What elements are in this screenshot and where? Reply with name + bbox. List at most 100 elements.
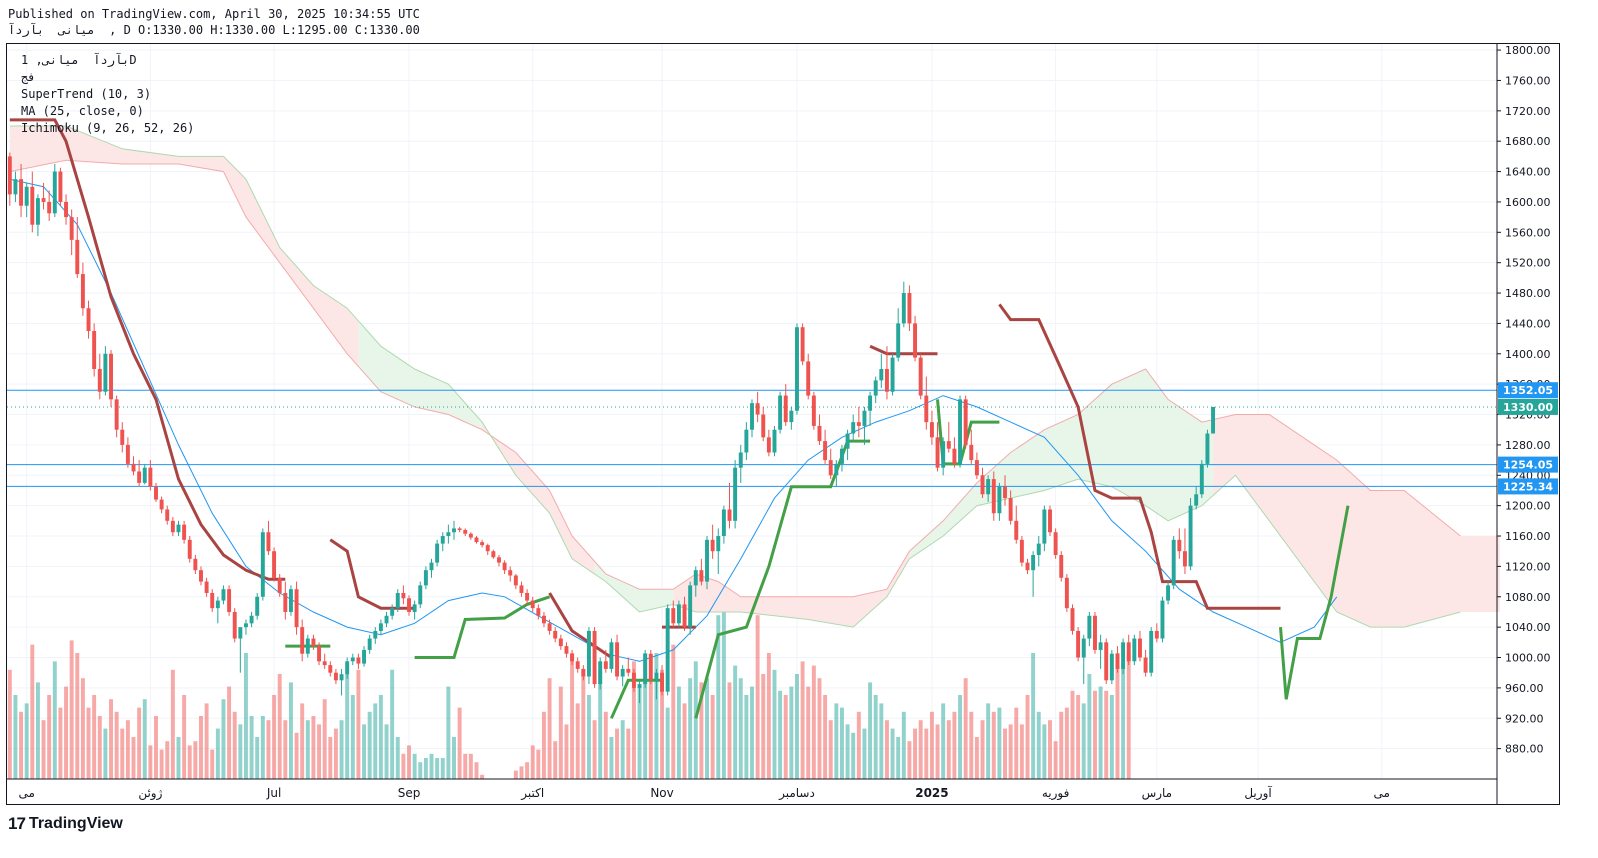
- candle-body: [553, 630, 558, 639]
- volume-bar: [362, 724, 367, 779]
- candle-body: [52, 171, 57, 214]
- y-tick-label: 1560.00: [1505, 226, 1551, 239]
- volume-bar: [575, 703, 580, 779]
- candle-body: [232, 611, 237, 639]
- candle-body: [997, 486, 1002, 514]
- legend-ichimoku[interactable]: Ichimoku (9, 26, 52, 26): [21, 121, 195, 135]
- volume-bar: [435, 758, 440, 779]
- candle-body: [384, 615, 389, 624]
- volume-bar: [536, 749, 541, 779]
- volume-bar: [952, 711, 957, 779]
- candle-body: [907, 293, 912, 324]
- candle-body: [884, 368, 889, 392]
- volume-bar: [913, 728, 918, 779]
- price-label-text: 1330.00: [1503, 401, 1553, 414]
- volume-bar: [845, 724, 850, 779]
- volume-bar: [974, 737, 979, 779]
- candle-body: [193, 558, 198, 571]
- candle-body: [497, 557, 501, 563]
- chart-canvas[interactable]: 1800.00 1760.00 1720.00 1680.00 1640.00 1600.…: [7, 44, 1559, 804]
- volume-bar: [592, 720, 597, 779]
- candle-body: [429, 562, 434, 571]
- candle-body: [266, 532, 271, 552]
- candle-body: [1036, 543, 1041, 556]
- candle-body: [1081, 638, 1086, 658]
- volume-bar: [154, 716, 158, 779]
- candle-body: [446, 532, 451, 537]
- volume-bar: [761, 674, 766, 779]
- tradingview-brand[interactable]: 17 TradingView: [8, 814, 123, 834]
- volume-bar: [69, 640, 74, 779]
- legend-ma[interactable]: MA (25, close, 0): [21, 104, 144, 118]
- volume-bar: [176, 737, 181, 779]
- volume-bar: [373, 703, 378, 779]
- candle-body: [412, 604, 417, 612]
- candle-body: [541, 615, 546, 624]
- volume-bar: [1070, 690, 1075, 779]
- candle-body: [828, 460, 833, 476]
- x-tick-label: 2025: [915, 786, 948, 800]
- volume-bar: [47, 695, 52, 779]
- volume-bar: [187, 745, 192, 779]
- candle-body: [513, 575, 518, 586]
- x-tick-label: می: [18, 786, 34, 800]
- ichimoku-span-b: [9, 125, 1461, 628]
- volume-bar: [260, 716, 265, 779]
- candle-body: [986, 479, 991, 495]
- legend-supertrend[interactable]: SuperTrend (10, 3): [21, 87, 152, 101]
- chart-panel[interactable]: 1800.00 1760.00 1720.00 1680.00 1640.00 1600.…: [6, 43, 1560, 805]
- volume-bar: [1081, 703, 1086, 779]
- price-label-box: [1498, 478, 1558, 495]
- candle-body: [851, 422, 856, 434]
- volume-bar: [598, 669, 603, 779]
- candle-body: [1211, 406, 1216, 434]
- x-tick-label: مارس: [1142, 786, 1173, 801]
- candle-body: [1154, 630, 1159, 639]
- x-tick-label: دسامبر: [778, 786, 815, 801]
- volume-bar: [896, 737, 901, 779]
- candle-body: [215, 600, 220, 609]
- candle-body: [586, 630, 591, 677]
- x-tick-label: آوریل: [1244, 785, 1272, 801]
- supertrend-down-line: [998, 303, 1281, 610]
- y-tick-label: 1600.00: [1505, 196, 1551, 209]
- candle-body: [125, 444, 130, 464]
- candle-body: [120, 429, 125, 445]
- candle-body: [1008, 498, 1013, 521]
- volume-bar: [929, 711, 934, 779]
- volume-bar: [884, 720, 889, 779]
- supertrend-up-line: [694, 439, 871, 719]
- volume-bar: [564, 724, 569, 779]
- volume-bar: [204, 703, 209, 779]
- candle-body: [901, 293, 906, 324]
- volume-bar: [24, 703, 29, 779]
- volume-bar: [97, 716, 102, 779]
- candle-body: [727, 509, 732, 521]
- candle-body: [856, 422, 861, 426]
- volume-bar: [935, 724, 940, 779]
- candle-body: [97, 368, 102, 392]
- candle-body: [750, 403, 754, 430]
- candle-body: [187, 539, 192, 559]
- ichimoku-cloud-bearish: [9, 126, 359, 367]
- volume-bar: [901, 711, 906, 779]
- candle-body: [834, 463, 839, 476]
- volume-bar: [1003, 728, 1007, 779]
- candle-body: [654, 672, 659, 681]
- volume-bar: [328, 737, 333, 779]
- price-label-box: [1498, 456, 1558, 473]
- volume-bar: [941, 703, 946, 779]
- volume-bar: [671, 644, 676, 779]
- candle-body: [317, 646, 322, 662]
- ichimoku-span-a: [9, 159, 1461, 598]
- volume-bar: [463, 753, 468, 779]
- candle-body: [946, 441, 951, 449]
- volume-bar: [688, 678, 693, 779]
- candle-body: [721, 509, 726, 537]
- candle-body: [929, 422, 934, 438]
- candle-body: [913, 323, 918, 358]
- candle-body: [924, 395, 929, 423]
- candle-body: [755, 403, 760, 415]
- candle-body: [1177, 539, 1182, 552]
- candle-body: [463, 529, 468, 534]
